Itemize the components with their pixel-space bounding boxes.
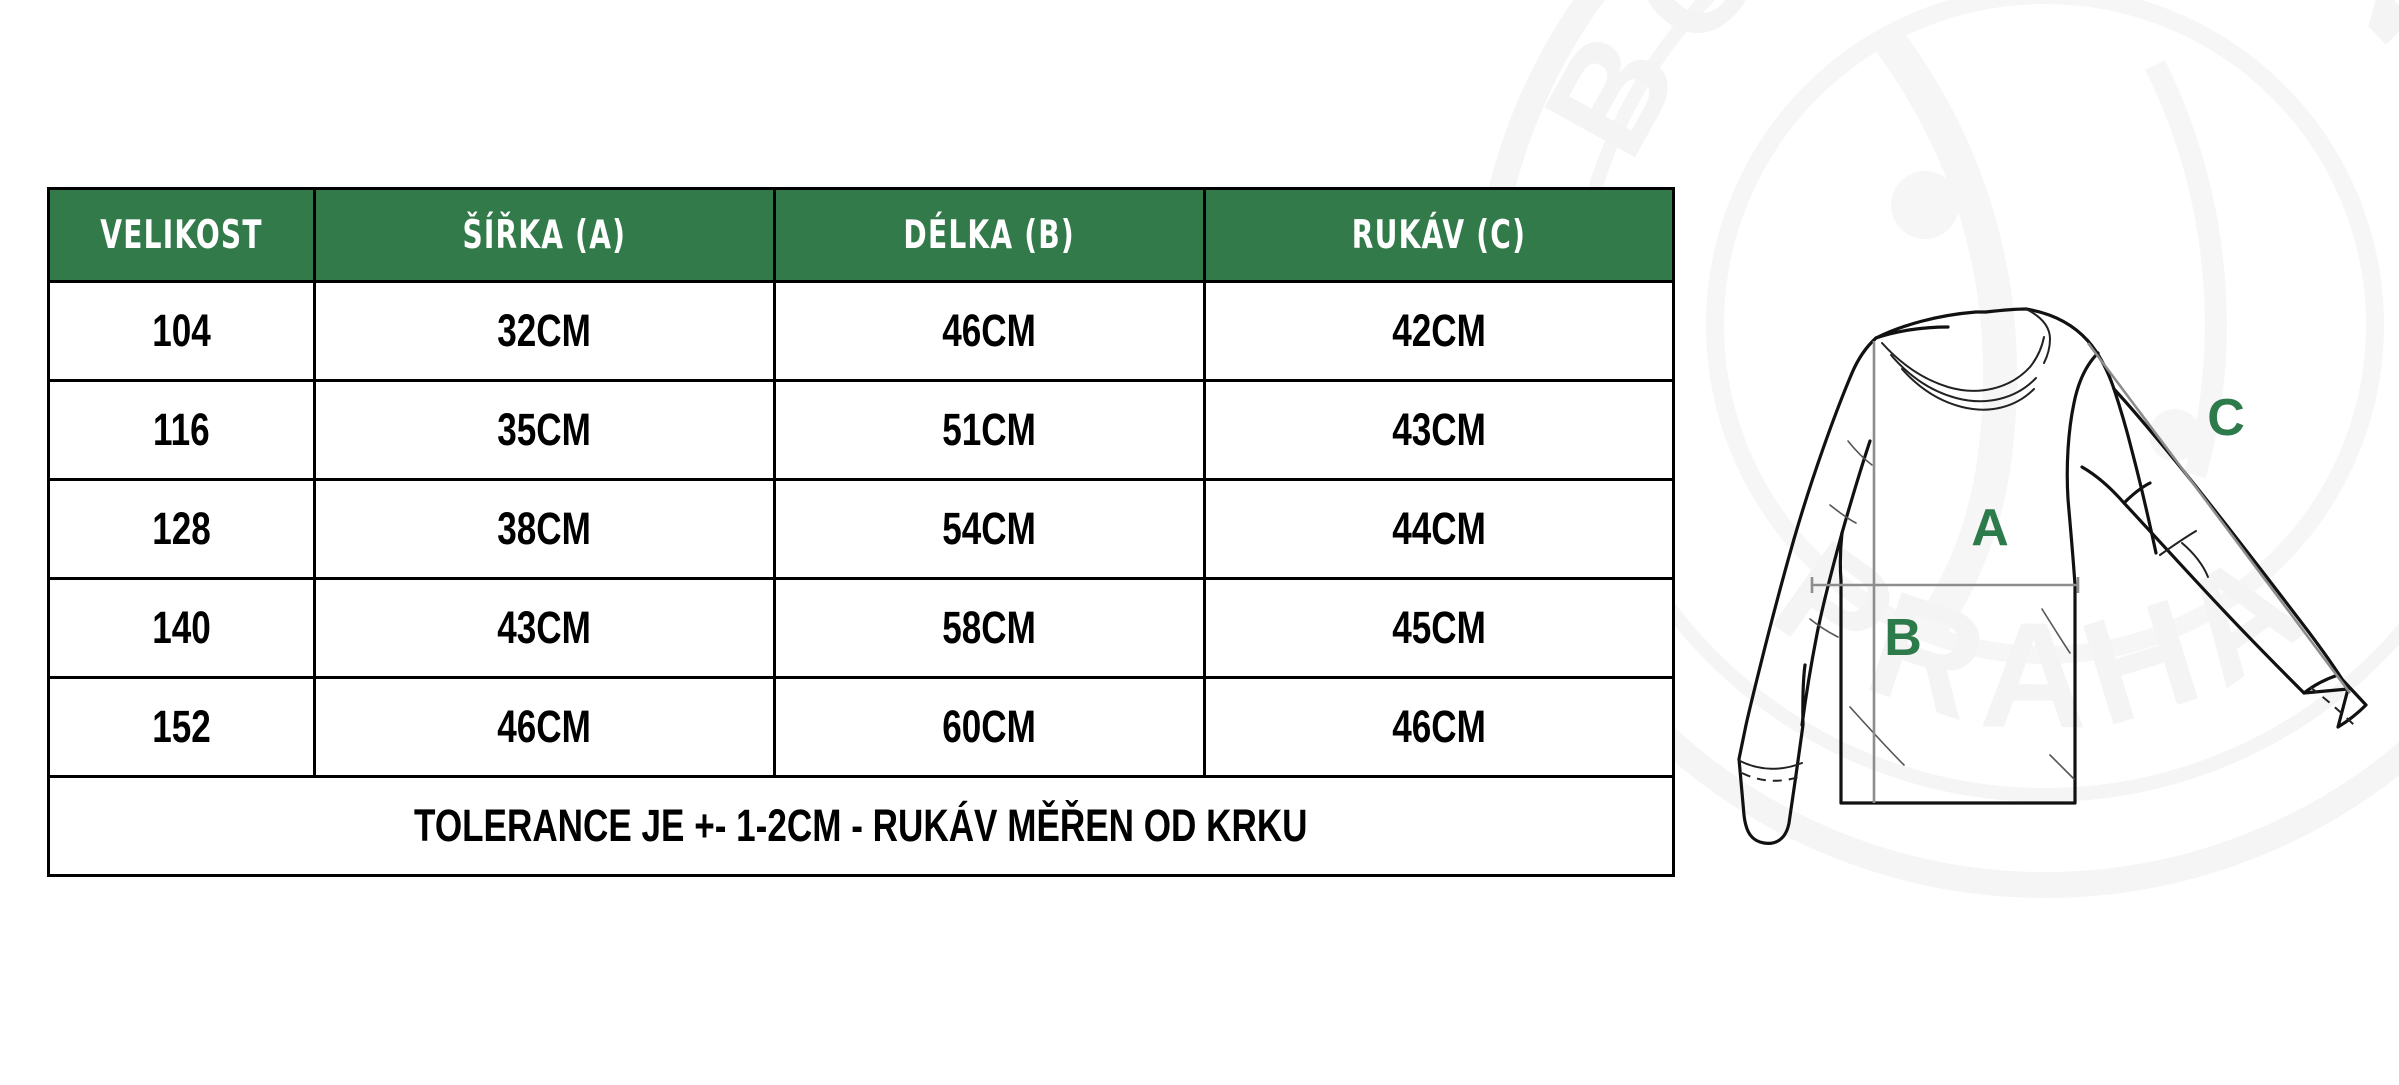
cell-delka: 51CM <box>773 379 1206 481</box>
cell-value: 54CM <box>942 503 1037 554</box>
column-header-delka: DÉLKA (B) <box>773 187 1206 283</box>
cell-value: 42CM <box>1392 305 1486 356</box>
diagram-label-b: B <box>1884 609 1922 667</box>
cell-value: 104 <box>152 305 211 356</box>
tolerance-note-text: TOLERANCE JE +- 1-2CM - RUKÁV MĚŘEN OD K… <box>414 800 1308 851</box>
cell-value: 58CM <box>942 602 1037 653</box>
table-row: 140 43CM 58CM 45CM <box>47 577 1675 679</box>
table-row: 152 46CM 60CM 46CM <box>47 676 1675 778</box>
column-header-sirka-label: ŠÍŘKA (A) <box>462 212 627 258</box>
diagram-label-a: A <box>1971 499 2009 557</box>
cell-rukav: 46CM <box>1203 676 1675 778</box>
column-header-velikost: VELIKOST <box>47 187 316 283</box>
cell-value: 45CM <box>1392 602 1486 653</box>
cell-velikost: 152 <box>47 676 316 778</box>
cell-rukav: 42CM <box>1203 280 1675 382</box>
table-row: 128 38CM 54CM 44CM <box>47 478 1675 580</box>
cell-delka: 46CM <box>773 280 1206 382</box>
cell-value: 116 <box>153 404 210 455</box>
cell-value: 51CM <box>942 404 1037 455</box>
size-chart-table: VELIKOST ŠÍŘKA (A) DÉLKA (B) RUKÁV (C) 1… <box>47 187 1675 877</box>
cell-value: 140 <box>152 602 211 653</box>
cell-rukav: 45CM <box>1203 577 1675 679</box>
cell-velikost: 116 <box>47 379 316 481</box>
cell-velikost: 128 <box>47 478 316 580</box>
table-header: VELIKOST ŠÍŘKA (A) DÉLKA (B) RUKÁV (C) <box>47 187 1675 283</box>
cell-value: 46CM <box>942 305 1037 356</box>
cell-velikost: 140 <box>47 577 316 679</box>
column-header-delka-label: DÉLKA (B) <box>903 212 1076 258</box>
cell-sirka: 46CM <box>313 676 776 778</box>
cell-value: 46CM <box>1392 701 1486 752</box>
cell-delka: 58CM <box>773 577 1206 679</box>
cell-velikost: 104 <box>47 280 316 382</box>
cell-sirka: 35CM <box>313 379 776 481</box>
cell-value: 60CM <box>942 701 1037 752</box>
watermark-top-text: BOHEMIANS <box>1511 0 2399 182</box>
cell-delka: 54CM <box>773 478 1206 580</box>
tolerance-note: TOLERANCE JE +- 1-2CM - RUKÁV MĚŘEN OD K… <box>47 775 1675 877</box>
cell-value: 32CM <box>497 305 592 356</box>
table-body: 104 32CM 46CM 42CM 116 35CM 51CM 43CM 12… <box>47 280 1675 877</box>
cell-value: 43CM <box>1392 404 1486 455</box>
header-row: VELIKOST ŠÍŘKA (A) DÉLKA (B) RUKÁV (C) <box>47 187 1675 283</box>
cell-delka: 60CM <box>773 676 1206 778</box>
cell-value: 35CM <box>497 404 592 455</box>
cell-value: 128 <box>152 503 211 554</box>
cell-rukav: 44CM <box>1203 478 1675 580</box>
table-row: 104 32CM 46CM 42CM <box>47 280 1675 382</box>
long-sleeve-shirt-diagram: A B C <box>1690 255 2390 895</box>
cell-sirka: 43CM <box>313 577 776 679</box>
cell-value: 43CM <box>497 602 592 653</box>
tolerance-row: TOLERANCE JE +- 1-2CM - RUKÁV MĚŘEN OD K… <box>47 775 1675 877</box>
cell-value: 46CM <box>497 701 592 752</box>
column-header-rukav-label: RUKÁV (C) <box>1351 212 1527 258</box>
diagram-label-c: C <box>2207 389 2245 447</box>
cell-value: 44CM <box>1392 503 1486 554</box>
column-header-rukav: RUKÁV (C) <box>1203 187 1675 283</box>
cell-rukav: 43CM <box>1203 379 1675 481</box>
table-row: 116 35CM 51CM 43CM <box>47 379 1675 481</box>
cell-value: 38CM <box>497 503 592 554</box>
column-header-sirka: ŠÍŘKA (A) <box>313 187 776 283</box>
cell-sirka: 32CM <box>313 280 776 382</box>
cell-value: 152 <box>152 701 211 752</box>
cell-sirka: 38CM <box>313 478 776 580</box>
column-header-velikost-label: VELIKOST <box>100 212 263 258</box>
